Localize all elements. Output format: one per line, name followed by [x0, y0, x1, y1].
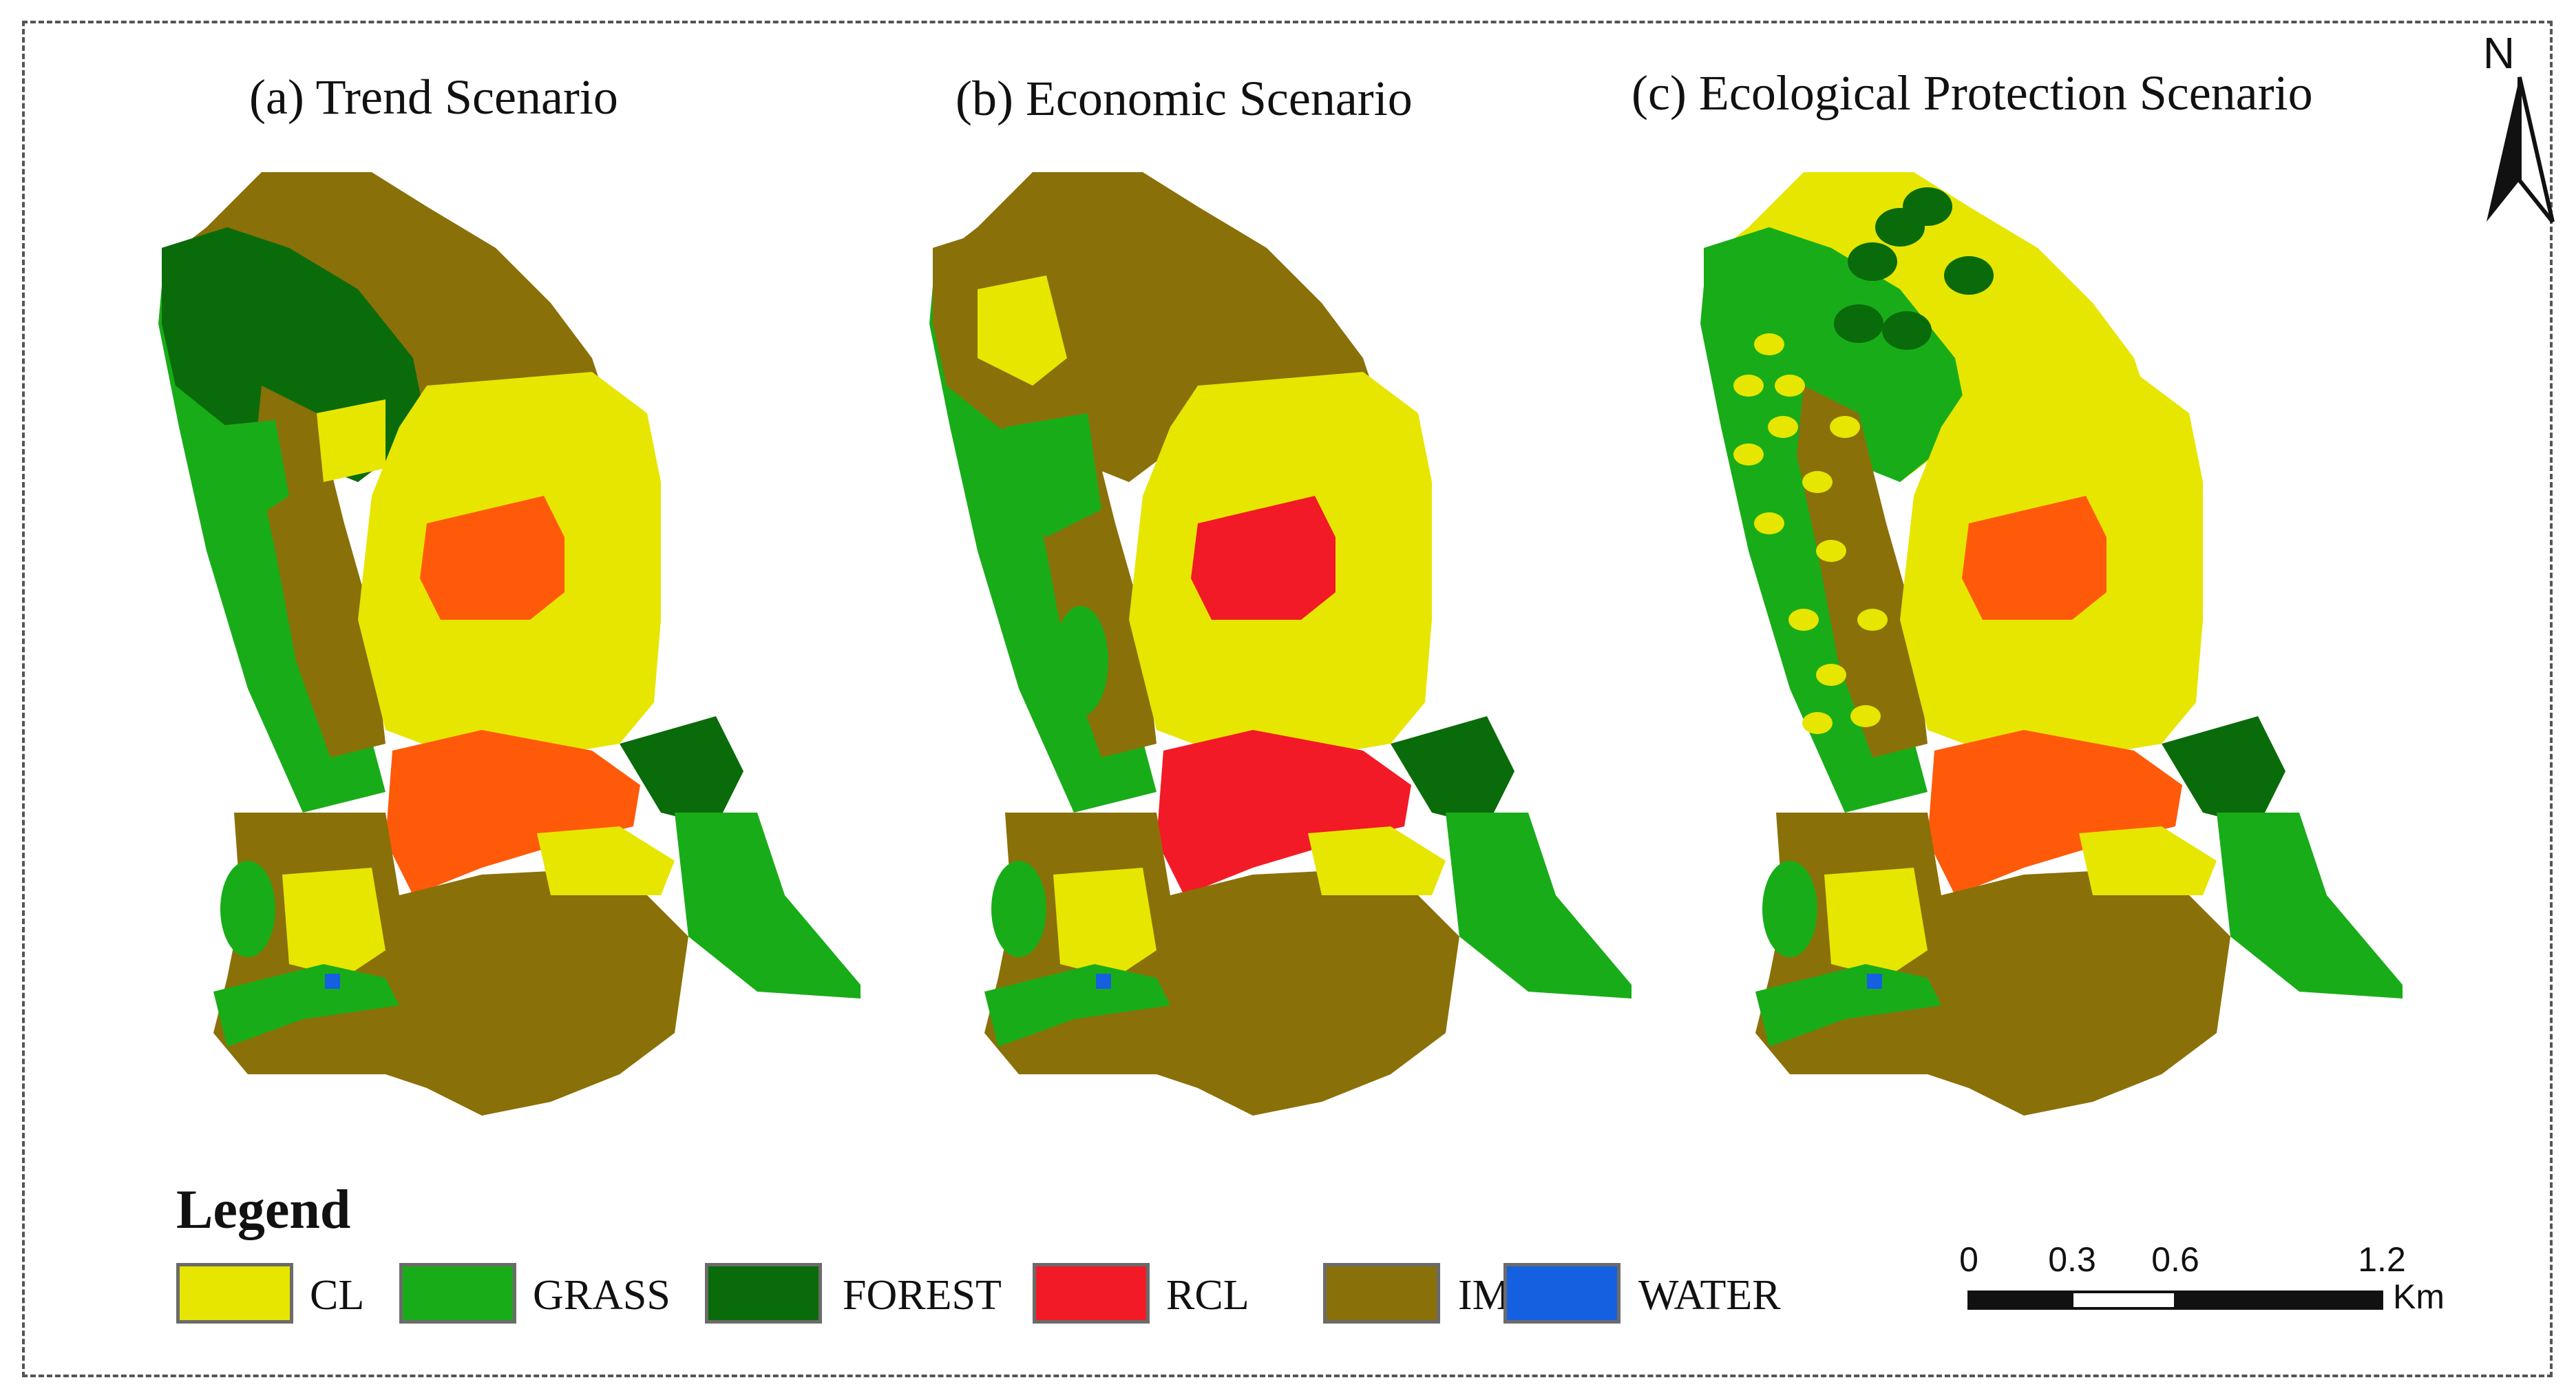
legend-label: CL	[310, 1272, 365, 1319]
forest-patch	[1903, 187, 1952, 226]
cl-speckle	[1768, 416, 1798, 438]
cl-speckle	[1802, 471, 1833, 493]
scale-segment	[2174, 1291, 2383, 1310]
forest-east	[620, 716, 743, 826]
scale-tick-label: 1.2	[2358, 1240, 2406, 1279]
cl-speckle	[1816, 664, 1846, 686]
north-label: N	[2482, 28, 2515, 78]
legend-swatch	[705, 1263, 822, 1324]
grass-patch	[200, 420, 289, 523]
legend-label: FOREST	[843, 1272, 1002, 1319]
cl-southwest	[1824, 868, 1928, 978]
scale-bar-graphic	[1967, 1291, 2383, 1310]
forest-patch	[1834, 304, 1883, 343]
forest-patch	[1848, 242, 1897, 281]
cl-southwest	[1053, 868, 1157, 978]
rcl-south	[1928, 730, 2182, 895]
grass-blob	[1053, 606, 1108, 716]
rcl-south	[1157, 730, 1411, 895]
west-region	[1704, 227, 1969, 482]
cl-speckle	[1850, 705, 1881, 727]
cl-speckle	[1775, 375, 1805, 397]
grass-spur	[675, 813, 861, 999]
legend-title: Legend	[176, 1180, 351, 1240]
cl-southeast	[537, 826, 675, 895]
scale-bar: 0 0.3 0.6 1.2	[1959, 1240, 2485, 1322]
grass-south-strip	[984, 964, 1170, 1047]
cl-speckle	[1754, 512, 1784, 534]
cl-speckle	[1857, 609, 1888, 631]
forest-patch	[1882, 311, 1932, 350]
rcl-south	[386, 730, 640, 895]
cl-speckle	[1816, 540, 1846, 562]
legend-swatch	[176, 1263, 293, 1324]
grass-circle	[220, 861, 275, 957]
iml-ridge	[255, 386, 386, 758]
map-layers	[1700, 172, 2403, 1116]
cl-speckle	[1733, 375, 1764, 397]
cl-southeast	[1308, 826, 1446, 895]
cl-speckle	[1754, 333, 1784, 355]
legend-swatch	[399, 1263, 516, 1324]
map-layers	[158, 172, 861, 1116]
cl-southeast	[2079, 826, 2217, 895]
cl-speckle	[1788, 609, 1819, 631]
grass-spur	[2217, 813, 2403, 999]
cl-speckle	[1733, 443, 1764, 466]
water-patch	[325, 974, 340, 989]
forest-patch	[1944, 256, 1994, 295]
rcl-central	[1191, 496, 1335, 620]
legend-label: RCL	[1166, 1272, 1249, 1319]
legend-swatch	[1503, 1263, 1620, 1324]
rcl-central	[420, 496, 564, 620]
scale-segment	[1967, 1291, 2073, 1310]
map-layers	[929, 172, 1632, 1116]
legend-label: GRASS	[533, 1272, 671, 1319]
rcl-central	[1962, 496, 2107, 620]
grass-spur	[1446, 813, 1632, 999]
grass-circle	[991, 861, 1046, 957]
panel-title-trend: (a) Trend Scenario	[249, 70, 618, 125]
cl-speckle	[1802, 712, 1833, 734]
panel-title-economic: (b) Economic Scenario	[956, 71, 1413, 126]
grass-south-strip	[1755, 964, 1941, 1047]
scale-tick-label: 0.3	[2048, 1240, 2096, 1279]
forest-east	[2162, 716, 2285, 826]
scale-tick-label: 0.6	[2151, 1240, 2199, 1279]
grass-patch	[998, 413, 1101, 537]
panel-title-ecological: (c) Ecological Protection Scenario	[1632, 65, 2313, 121]
cl-north-patch	[978, 275, 1067, 386]
scale-tick-label: 0	[1959, 1240, 1978, 1279]
legend-label: WATER	[1638, 1272, 1781, 1319]
map-frame	[22, 21, 2553, 1377]
legend-swatch	[1033, 1263, 1150, 1324]
cl-speckle	[1830, 416, 1860, 438]
grass-circle	[1762, 861, 1817, 957]
legend-swatch	[1323, 1263, 1440, 1324]
scale-segment	[2071, 1291, 2177, 1310]
cl-patch	[317, 399, 386, 482]
grass-south-strip	[213, 964, 399, 1047]
cl-southwest	[282, 868, 386, 978]
water-patch	[1096, 974, 1111, 989]
forest-east	[1391, 716, 1514, 826]
scale-unit: Km	[2393, 1277, 2445, 1316]
north-arrow-icon	[2487, 76, 2555, 223]
water-patch	[1867, 974, 1882, 989]
